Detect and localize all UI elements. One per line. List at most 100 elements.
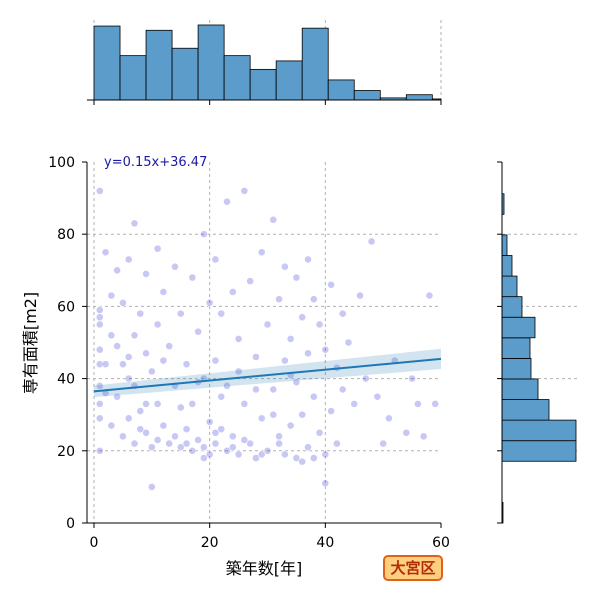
data-point (223, 197, 231, 206)
data-point (332, 439, 341, 448)
data-point (188, 399, 197, 408)
data-point (159, 288, 168, 296)
data-point (153, 320, 162, 329)
data-point (402, 428, 411, 437)
data-point (280, 450, 289, 459)
y-tick-label: 20 (57, 444, 75, 460)
x-tick-label: 60 (432, 535, 450, 551)
data-point (228, 432, 237, 441)
y-hist-bar (501, 440, 577, 462)
data-point (275, 432, 283, 441)
data-point (419, 432, 428, 441)
x-tick-label: 40 (316, 535, 334, 551)
data-point (292, 273, 301, 282)
data-point (130, 331, 139, 340)
data-point (95, 313, 104, 322)
x-hist-bar (171, 47, 199, 101)
data-point (211, 428, 220, 437)
x-hist-bar (197, 24, 225, 101)
data-point (95, 360, 104, 369)
x-hist-bar (353, 90, 381, 101)
data-point (95, 381, 104, 390)
data-point (269, 410, 278, 419)
data-point (246, 277, 255, 286)
data-point (153, 399, 162, 408)
data-point (107, 291, 116, 300)
data-point (321, 479, 330, 488)
data-point (95, 186, 104, 195)
y-marginal-histogram (497, 161, 580, 524)
data-point (228, 443, 237, 452)
x-hist-bar (327, 79, 355, 101)
data-point (338, 385, 347, 394)
data-point (142, 270, 150, 278)
data-point (119, 298, 127, 307)
y-hist-bar (501, 275, 518, 298)
data-point (298, 313, 307, 322)
x-hist-bar (405, 94, 433, 101)
district-badge: 大宮区 (383, 555, 443, 581)
data-point (124, 414, 133, 423)
data-point (338, 309, 347, 318)
x-hist-bar (223, 55, 251, 101)
scatter-plot: 0 20 40 60 0 20 40 60 80 100 (48, 155, 450, 551)
data-point (159, 356, 168, 365)
data-point (292, 378, 301, 387)
x-hist-bar (275, 60, 303, 101)
data-point (413, 399, 422, 408)
data-point (95, 345, 104, 354)
data-point (263, 446, 272, 455)
data-point (240, 399, 249, 408)
data-point (252, 385, 260, 394)
data-point (136, 425, 145, 434)
data-point (246, 439, 255, 448)
data-point (107, 331, 116, 340)
regression-label: y=0.15x+36.47 (104, 155, 207, 170)
data-point (205, 450, 214, 459)
y-hist-bar (501, 296, 523, 318)
data-point (234, 367, 243, 376)
data-point (205, 418, 214, 426)
data-point (101, 360, 110, 369)
data-point (228, 288, 237, 296)
data-point (188, 446, 197, 455)
data-point (327, 407, 336, 415)
regression-line (93, 357, 442, 393)
y-hist-bar (501, 378, 539, 400)
data-point (171, 432, 179, 441)
data-point (95, 414, 104, 423)
y-axis-label: 専有面積[m2] (21, 292, 40, 394)
data-point (304, 349, 312, 358)
y-tick-label: 40 (57, 372, 75, 388)
y-hist-bar (501, 316, 536, 339)
data-point (298, 457, 307, 466)
data-point (182, 425, 191, 434)
data-point (194, 436, 202, 444)
data-point (124, 255, 133, 264)
data-point (188, 273, 197, 282)
data-point (159, 421, 168, 430)
data-point (304, 443, 312, 452)
data-point (350, 399, 359, 408)
data-point (315, 428, 324, 437)
x-tick-label: 0 (90, 535, 99, 551)
data-point (217, 425, 226, 434)
y-tick-label: 0 (66, 516, 75, 532)
data-point (385, 414, 393, 423)
y-hist-bar (501, 399, 550, 421)
data-point (309, 454, 318, 462)
data-point (119, 360, 127, 369)
data-point (124, 374, 133, 383)
data-point (95, 399, 104, 408)
data-point (211, 356, 220, 365)
data-point (217, 392, 226, 401)
data-point (327, 280, 336, 289)
data-point (176, 309, 185, 318)
y-hist-bar (501, 337, 531, 359)
x-hist-bar (301, 27, 329, 101)
data-point (142, 349, 150, 358)
y-tick-label: 60 (57, 299, 75, 315)
data-point (321, 450, 330, 459)
